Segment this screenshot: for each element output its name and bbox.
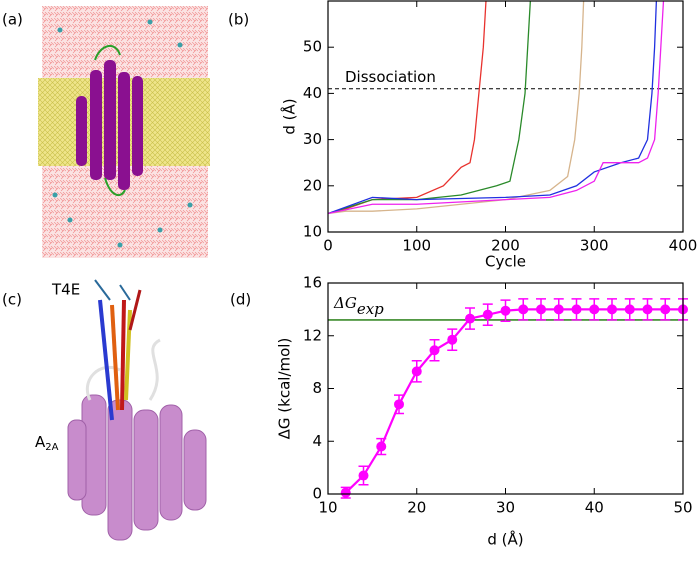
reference-label: Dissociation xyxy=(345,67,436,85)
data-point xyxy=(553,304,564,315)
series-line xyxy=(328,1,658,215)
y-axis-label: d (Å) xyxy=(280,98,299,134)
y-axis-label: ΔG (kcal/mol) xyxy=(276,338,294,440)
x-tick-label: 40 xyxy=(585,499,604,517)
series-line xyxy=(328,1,665,215)
y-tick-label: 20 xyxy=(303,176,322,194)
x-tick-label: 50 xyxy=(673,499,692,517)
data-point xyxy=(536,304,546,315)
data-point xyxy=(429,345,440,356)
data-point xyxy=(376,441,387,452)
y-tick-label: 16 xyxy=(303,274,322,292)
data-point xyxy=(660,304,671,315)
y-tick-label: 30 xyxy=(303,130,322,148)
data-point xyxy=(607,304,617,315)
y-tick-label: 10 xyxy=(303,223,322,241)
receptor-image xyxy=(67,279,207,541)
plot-frame xyxy=(327,282,684,495)
series-line xyxy=(328,1,487,215)
x-tick-label: 400 xyxy=(669,237,698,255)
x-tick-label: 10 xyxy=(318,499,337,517)
receptor-label: A2A xyxy=(35,433,59,454)
data-point xyxy=(642,304,653,315)
reference-label-text: Dissociation xyxy=(345,67,436,85)
data-point xyxy=(624,304,635,315)
receptor-subscript: 2A xyxy=(45,442,58,453)
reference-label: ΔGexp xyxy=(333,294,384,318)
membrane-image xyxy=(38,6,210,258)
data-point xyxy=(465,313,475,324)
series-line xyxy=(328,1,585,215)
reference-label-text: ΔG xyxy=(333,294,357,312)
data-point xyxy=(340,487,351,498)
plot-frame xyxy=(327,0,684,233)
data-point xyxy=(500,305,511,316)
x-tick-label: 20 xyxy=(407,499,426,517)
x-tick-label: 0 xyxy=(323,237,333,255)
y-tick-label: 0 xyxy=(312,485,322,503)
data-point xyxy=(571,304,582,315)
y-tick-label: 4 xyxy=(312,432,322,450)
reference-label-subscript: exp xyxy=(357,300,384,318)
data-point xyxy=(482,309,493,320)
data-point xyxy=(518,304,529,315)
y-tick-label: 50 xyxy=(303,38,322,56)
panel-label: (a) xyxy=(2,11,23,29)
y-tick-label: 12 xyxy=(303,326,322,344)
x-tick-label: 200 xyxy=(491,237,520,255)
data-point xyxy=(394,399,404,410)
x-tick-label: 300 xyxy=(580,237,609,255)
y-tick-label: 40 xyxy=(303,84,322,102)
y-tick-label: 8 xyxy=(312,379,322,397)
x-tick-label: 100 xyxy=(402,237,431,255)
series-line xyxy=(328,1,531,215)
data-point xyxy=(447,334,458,345)
x-axis-label: Cycle xyxy=(485,253,526,271)
panel-label: (b) xyxy=(228,11,249,29)
panel-label: (c) xyxy=(2,291,22,309)
data-point xyxy=(411,366,422,377)
x-axis-label: d (Å) xyxy=(487,530,523,549)
ligand-label: T4E xyxy=(51,281,80,299)
data-point xyxy=(358,470,369,481)
data-point xyxy=(589,304,600,315)
panel-label: (d) xyxy=(230,291,251,309)
x-tick-label: 30 xyxy=(496,499,515,517)
receptor-name: A xyxy=(35,433,46,451)
